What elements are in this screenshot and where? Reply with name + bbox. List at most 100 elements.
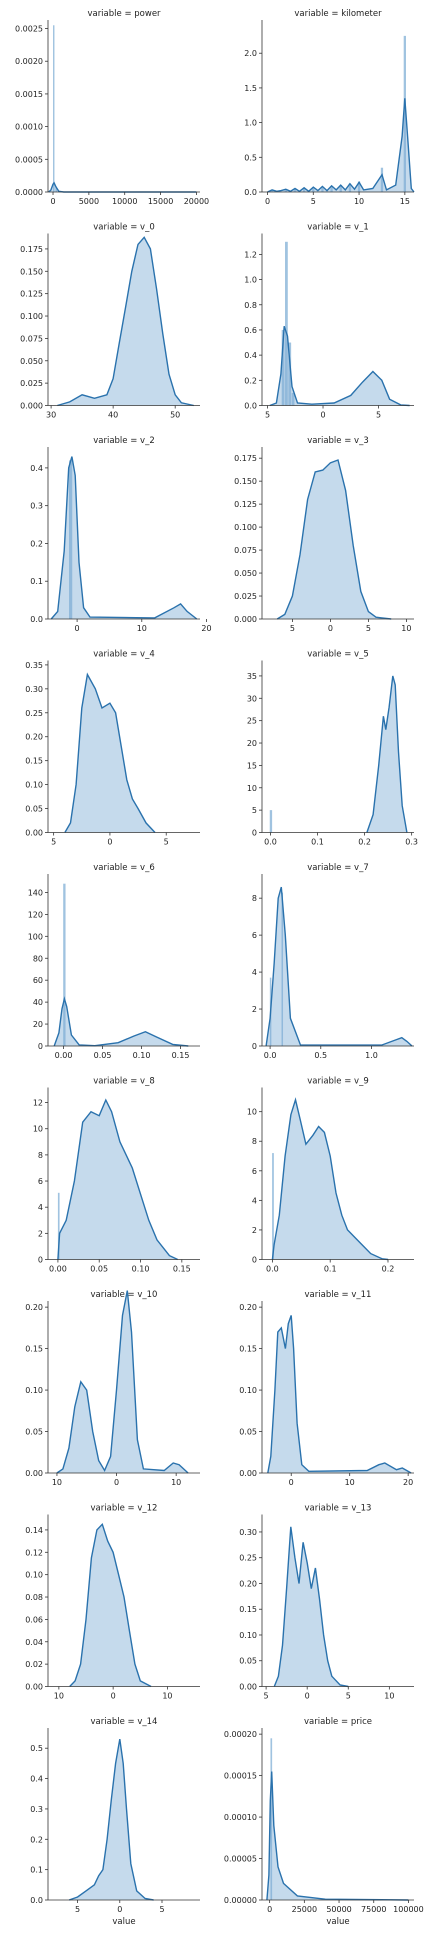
histogram-bar bbox=[312, 187, 315, 192]
y-tick-label: 10 bbox=[33, 1125, 43, 1134]
y-tick-label: 0.4 bbox=[30, 1775, 43, 1784]
y-tick-label: 0.0025 bbox=[15, 25, 43, 34]
density-area bbox=[266, 887, 412, 1046]
y-tick-label: 20 bbox=[33, 1020, 43, 1029]
x-tick-label: 5 bbox=[264, 1692, 269, 1701]
x-tick-label: 0 bbox=[289, 1478, 294, 1487]
y-tick-label: 0.20 bbox=[25, 1303, 43, 1312]
y-tick-label: 0.08 bbox=[25, 1593, 43, 1602]
x-tick-label: 0.1 bbox=[324, 1265, 337, 1274]
x-tick-label: 5 bbox=[366, 624, 371, 633]
density-area bbox=[267, 1315, 412, 1473]
y-tick-label: 0.1 bbox=[30, 1866, 43, 1875]
y-tick-label: 0.20 bbox=[239, 1303, 257, 1312]
y-tick-label: 2 bbox=[252, 1226, 257, 1235]
y-tick-label: 0.00 bbox=[25, 829, 43, 838]
y-tick-label: 8 bbox=[252, 1137, 257, 1146]
x-tick-label: 0 bbox=[117, 1905, 122, 1914]
x-tick-label: 5 bbox=[159, 1905, 164, 1914]
x-tick-label: 0.05 bbox=[90, 1265, 108, 1274]
y-tick-label: 10 bbox=[247, 1108, 257, 1117]
x-tick-label: 0.0 bbox=[264, 1051, 277, 1060]
x-tick-label: 5 bbox=[290, 624, 295, 633]
y-tick-label: 0.00 bbox=[239, 1683, 257, 1692]
histogram-bar bbox=[63, 883, 66, 1046]
x-tick-label: 0.5 bbox=[314, 1051, 327, 1060]
y-tick-label: 0.150 bbox=[234, 477, 257, 486]
x-tick-label: 25000 bbox=[292, 1905, 317, 1914]
y-tick-label: 2 bbox=[38, 1229, 43, 1238]
y-tick-label: 0.1 bbox=[30, 577, 43, 586]
x-tick-label: 0 bbox=[320, 411, 325, 420]
y-tick-label: 0.075 bbox=[20, 334, 43, 343]
y-tick-label: 0.30 bbox=[25, 685, 43, 694]
facet-panel: variable = v_13 0.00 0.05 0.10 0.15 0.20 0.25 0… bbox=[239, 1504, 414, 1701]
y-tick-label: 0.100 bbox=[234, 523, 257, 532]
panel-title: variable = v_3 bbox=[307, 436, 369, 446]
y-tick-label: 4 bbox=[38, 1203, 43, 1212]
x-tick-label: 75000 bbox=[361, 1905, 386, 1914]
x-tick-label: 5 bbox=[311, 197, 316, 206]
histogram-bar bbox=[53, 25, 55, 193]
y-tick-label: 30 bbox=[247, 694, 257, 703]
panel-title: variable = kilometer bbox=[294, 9, 382, 19]
y-tick-label: 10 bbox=[247, 784, 257, 793]
y-tick-label: 0.15 bbox=[239, 1605, 257, 1614]
y-tick-label: 1.5 bbox=[244, 84, 257, 93]
histogram-bar bbox=[339, 185, 342, 192]
y-tick-label: 0.05 bbox=[25, 805, 43, 814]
facet-panel: variable = v_4 0.00 0.05 0.10 0.15 0.20 0.25 0.… bbox=[25, 650, 200, 847]
density-line bbox=[57, 1098, 178, 1261]
y-tick-label: 0.6 bbox=[244, 326, 257, 335]
facet-panel: variable = kilometer 0.0 0.5 1.0 1.5 2.0 0 5 10 1… bbox=[244, 9, 415, 206]
y-tick-label: 0.5 bbox=[244, 153, 257, 162]
y-tick-label: 0.0 bbox=[244, 402, 257, 411]
y-tick-label: 120 bbox=[28, 910, 43, 919]
histogram-bar bbox=[285, 241, 288, 406]
facet-panel: variable = power 0.0000 0.0005 0.0010 0.0015… bbox=[15, 9, 209, 206]
y-tick-label: 0.0010 bbox=[15, 123, 43, 132]
x-tick-label: 5 bbox=[265, 411, 270, 420]
density-area bbox=[277, 460, 392, 619]
x-tick-label: 0 bbox=[114, 1478, 119, 1487]
y-tick-label: 0.050 bbox=[234, 569, 257, 578]
x-tick-label: 10 bbox=[52, 1478, 62, 1487]
histogram-bar bbox=[330, 186, 333, 192]
density-line bbox=[53, 996, 189, 1047]
y-tick-label: 0 bbox=[252, 829, 257, 838]
density-line bbox=[48, 181, 197, 193]
x-tick-label: 0 bbox=[305, 1692, 310, 1701]
panel-title: variable = v_4 bbox=[93, 650, 155, 660]
y-tick-label: 0.00 bbox=[25, 1469, 43, 1478]
density-line bbox=[265, 886, 413, 1047]
density-area bbox=[64, 674, 155, 833]
histogram-bar bbox=[293, 189, 297, 192]
y-tick-label: 0.175 bbox=[234, 454, 257, 463]
y-tick-label: 0.30 bbox=[239, 1528, 257, 1537]
x-tick-label: 30 bbox=[46, 411, 56, 420]
panel-title: variable = v_9 bbox=[307, 1077, 369, 1087]
y-tick-label: 6 bbox=[38, 1177, 43, 1186]
density-line bbox=[56, 1290, 189, 1474]
density-line bbox=[366, 675, 408, 833]
y-tick-label: 40 bbox=[33, 998, 43, 1007]
y-tick-label: 0.150 bbox=[20, 267, 43, 276]
y-tick-label: 4 bbox=[252, 968, 257, 977]
x-tick-label: 50000 bbox=[326, 1905, 351, 1914]
density-line bbox=[271, 1097, 389, 1261]
x-tick-label: 0 bbox=[75, 624, 80, 633]
histogram-bar bbox=[55, 186, 57, 192]
y-tick-label: 0.125 bbox=[234, 500, 257, 509]
panel-title: variable = power bbox=[87, 9, 161, 19]
y-tick-label: 0.06 bbox=[25, 1615, 43, 1624]
density-area bbox=[48, 182, 197, 192]
facet-panel: variable = v_9 0 2 4 6 8 10 0.0 0.1 0.2 bbox=[247, 1077, 414, 1274]
density-line bbox=[57, 236, 194, 407]
histogram-bar bbox=[69, 460, 73, 619]
y-tick-label: 140 bbox=[28, 888, 43, 897]
facet-panel: variable = v_6 0 20 40 60 80 100 120 140 0.00 0.05… bbox=[28, 863, 200, 1060]
density-line bbox=[267, 1315, 412, 1474]
x-tick-label: 10 bbox=[401, 624, 411, 633]
x-tick-label: 0 bbox=[111, 1692, 116, 1701]
density-area bbox=[51, 456, 197, 619]
